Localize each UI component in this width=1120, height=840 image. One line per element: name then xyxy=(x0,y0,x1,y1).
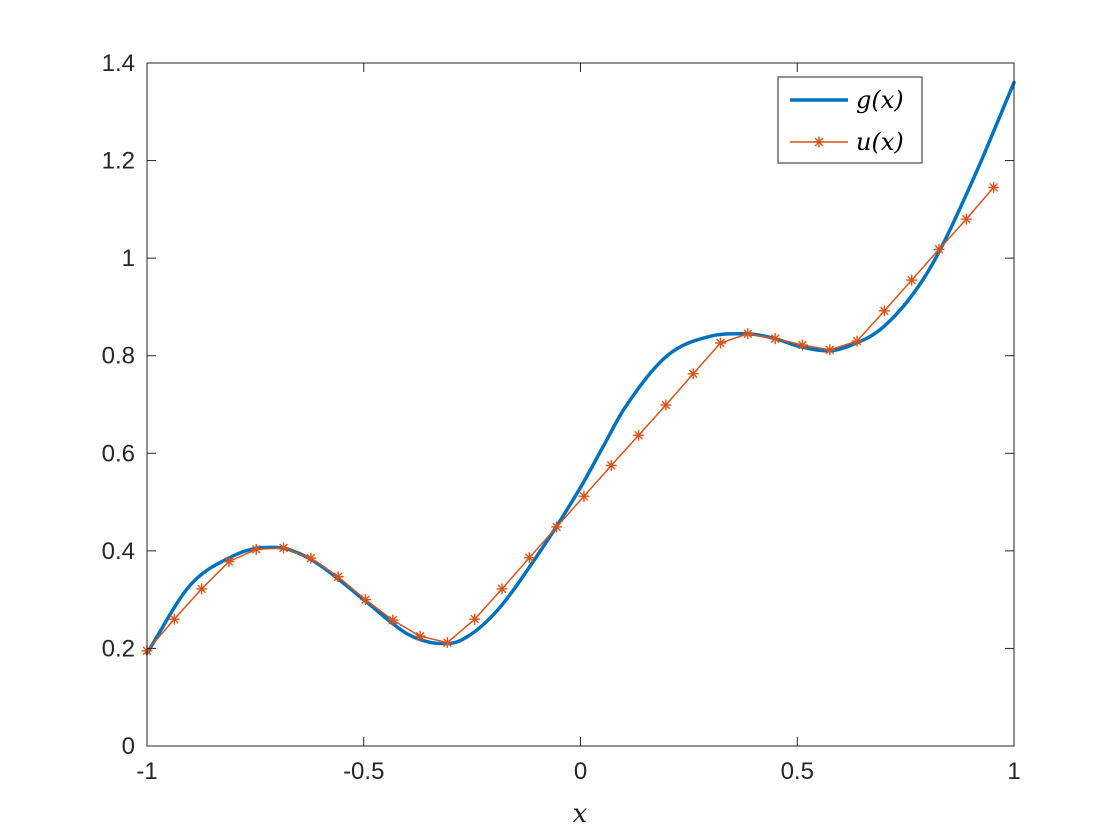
y-tick-label-6: 1.2 xyxy=(102,148,135,175)
series-1-point-29-d2 xyxy=(934,244,944,254)
series-1-point-8-d2 xyxy=(361,595,370,605)
series-1-point-6-d2 xyxy=(306,553,316,563)
series-1-point-30 xyxy=(960,213,972,225)
series-1-point-21-d2 xyxy=(716,338,725,348)
series-1-point-5 xyxy=(278,542,290,554)
series-1-point-7 xyxy=(332,571,344,583)
series-1-point-28 xyxy=(906,274,918,286)
x-tick-label-4: 1 xyxy=(1007,758,1020,785)
legend-box xyxy=(777,76,923,164)
plot-area xyxy=(147,63,1014,746)
series-1-point-2-d2 xyxy=(197,584,207,594)
series-1-point-3-d2 xyxy=(224,557,234,566)
y-tick-label-5: 1 xyxy=(122,245,135,272)
legend-label-0: g(x) xyxy=(856,86,904,114)
series-1-point-27-d2 xyxy=(880,306,889,316)
series-line-1 xyxy=(146,186,995,652)
series-1-point-8 xyxy=(359,594,371,606)
series-1-point-25-d2 xyxy=(825,345,835,355)
series-1-point-18-d2 xyxy=(634,430,643,440)
series-1-point-2 xyxy=(196,583,208,595)
series-1-point-1-d2 xyxy=(169,614,179,624)
series-1-point-11-d2 xyxy=(443,638,452,647)
series-1-point-25 xyxy=(824,344,836,356)
y-tick-label-3: 0.6 xyxy=(102,440,135,467)
series-1-point-24-d2 xyxy=(798,340,807,350)
series-1-point-19-d2 xyxy=(661,400,671,410)
series-1-point-27 xyxy=(878,305,890,317)
series-1-point-9-d2 xyxy=(388,615,398,625)
series-1-point-13-d2 xyxy=(497,584,507,594)
series-1-point-30-d2 xyxy=(961,214,971,224)
series-1-point-23 xyxy=(769,333,781,345)
series-1-point-16-d2 xyxy=(579,491,589,501)
series-1-point-13 xyxy=(496,583,508,595)
legend-marker-1 xyxy=(813,136,825,148)
series-layer xyxy=(141,80,1016,657)
y-tick-label-1: 0.2 xyxy=(102,635,135,662)
series-1-point-22-d2 xyxy=(743,329,753,339)
series-1-point-24 xyxy=(796,339,808,351)
series-1-point-22 xyxy=(742,328,754,340)
series-1-point-14 xyxy=(523,552,535,564)
y-tick-label-2: 0.4 xyxy=(102,538,135,565)
x-tick-label-0: -1 xyxy=(136,758,157,785)
series-1-point-17 xyxy=(605,459,617,471)
series-1-point-14-d2 xyxy=(524,553,534,563)
series-1-point-31-d2 xyxy=(989,183,999,192)
series-1-point-12-d2 xyxy=(470,614,480,624)
series-1-point-15-d2 xyxy=(552,522,562,532)
legend-marker-1-d2 xyxy=(814,137,824,147)
series-1-point-26-d2 xyxy=(852,336,862,346)
x-tick-label-3: 0.5 xyxy=(781,758,814,785)
series-1-point-4 xyxy=(250,543,262,555)
legend-label-1: u(x) xyxy=(856,128,904,156)
y-tick-label-4: 0.8 xyxy=(102,343,135,370)
x-axis-label: x xyxy=(573,799,588,829)
series-1-point-3 xyxy=(223,556,235,568)
series-1-point-10-d2 xyxy=(415,631,425,641)
x-tick-label-1: -0.5 xyxy=(343,758,384,785)
series-1-point-18 xyxy=(633,429,645,441)
x-tick-label-2: 0 xyxy=(574,758,587,785)
y-tick-label-7: 1.4 xyxy=(102,50,135,77)
series-1-point-1 xyxy=(168,613,180,625)
series-1-point-16 xyxy=(578,490,590,502)
series-1-point-7-d2 xyxy=(333,572,343,582)
series-1-point-29 xyxy=(933,243,945,255)
series-1-point-12 xyxy=(469,613,481,625)
series-1-point-15 xyxy=(551,521,563,533)
series-1-point-26 xyxy=(851,335,863,347)
axes-box xyxy=(146,62,1015,747)
series-1-point-28-d2 xyxy=(907,275,917,285)
tick-labels-layer: -1 -0.5 0 0.5 1 0 0.2 0.4 0.6 0.8 1 1.2 1.4 xyxy=(102,50,1021,785)
series-1-point-21 xyxy=(715,337,727,349)
series-1-point-20 xyxy=(687,368,699,380)
series-1-point-17-d2 xyxy=(606,461,616,470)
series-1-point-4-d2 xyxy=(251,545,261,554)
series-1-point-9 xyxy=(387,614,399,626)
series-1-point-19 xyxy=(660,399,672,411)
series-1-point-31 xyxy=(988,181,1000,193)
legend: g(x) u(x) xyxy=(777,76,923,164)
series-1-point-11 xyxy=(441,637,453,649)
series-1-point-6 xyxy=(305,552,317,564)
series-1-point-5-d2 xyxy=(279,543,288,553)
series-1-point-23-d2 xyxy=(770,334,780,344)
series-1-point-20-d2 xyxy=(688,369,698,379)
series-1-point-10 xyxy=(414,630,426,642)
y-tick-label-0: 0 xyxy=(122,733,135,760)
